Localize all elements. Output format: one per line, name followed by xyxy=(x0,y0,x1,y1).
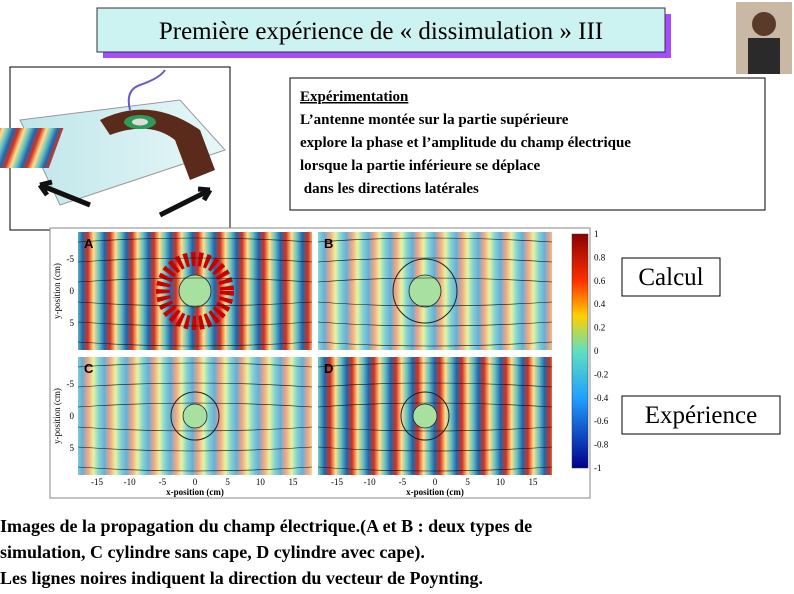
x-tick-label: -5 xyxy=(399,477,407,487)
cloak-ring xyxy=(156,252,234,330)
x-tick-label: 5 xyxy=(465,477,470,487)
cloak-ring xyxy=(170,391,220,441)
info-line: explore la phase et l’amplitude du champ… xyxy=(300,135,631,151)
label-calcul: Calcul xyxy=(638,264,703,291)
x-tick-label: 10 xyxy=(496,477,506,487)
cylinder xyxy=(408,274,442,308)
y-axis-label: y-position (cm) xyxy=(52,388,62,444)
poynting-line xyxy=(77,362,313,368)
setup-illustration xyxy=(0,66,231,231)
poynting-line xyxy=(317,277,553,283)
poynting-line xyxy=(317,446,553,452)
x-tick-label: 0 xyxy=(193,477,198,487)
x-tick-label: -10 xyxy=(124,477,136,487)
colorbar-tick-label: 0.8 xyxy=(594,252,606,262)
title-box xyxy=(96,7,666,53)
cylinder xyxy=(178,274,212,308)
poynting-line xyxy=(317,321,553,327)
poynting-line xyxy=(77,257,313,263)
portrait-photo xyxy=(736,2,792,74)
poynting-line xyxy=(77,321,313,327)
panel-letter: A xyxy=(84,236,94,251)
panel-letter: B xyxy=(324,236,333,251)
cylinder xyxy=(182,403,208,429)
poynting-line xyxy=(317,301,553,307)
x-tick-label: -10 xyxy=(364,477,376,487)
y-tick-label: 5 xyxy=(70,443,75,453)
poynting-line xyxy=(77,466,313,472)
colorbar-tick-label: 1 xyxy=(594,229,599,239)
x-tick-label: 0 xyxy=(433,477,438,487)
caption-line: simulation, C cylindre sans cape, D cyli… xyxy=(0,542,425,563)
cloak-ring xyxy=(392,258,458,324)
colorbar-tick-label: -1 xyxy=(594,463,602,473)
poynting-line xyxy=(77,446,313,452)
poynting-line xyxy=(317,257,553,263)
title: Première expérience de « dissimulation »… xyxy=(159,18,603,45)
x-axis-label: x-position (cm) xyxy=(166,487,224,497)
colorbar-tick-label: -0.4 xyxy=(594,393,609,403)
cylinder xyxy=(412,403,438,429)
info-line: lorsque la partie inférieure se déplace xyxy=(300,158,540,174)
y-tick-label: 5 xyxy=(70,318,75,328)
x-axis-label: x-position (cm) xyxy=(406,487,464,497)
label-experience: Expérience xyxy=(645,402,757,429)
poynting-line xyxy=(317,362,553,368)
poynting-line xyxy=(77,382,313,388)
poynting-line xyxy=(317,426,553,432)
poynting-line xyxy=(77,426,313,432)
info-line: dans les directions latérales xyxy=(300,181,479,197)
panel-letter: D xyxy=(324,361,333,376)
info-line: L’antenne montée sur la partie supérieur… xyxy=(300,112,569,128)
y-tick-label: 0 xyxy=(70,286,75,296)
poynting-line xyxy=(77,237,313,243)
poynting-line xyxy=(317,402,553,408)
label-box xyxy=(621,257,721,297)
x-tick-label: 15 xyxy=(289,477,299,487)
colorbar-tick-label: 0.6 xyxy=(594,276,606,286)
poynting-line xyxy=(77,277,313,283)
poynting-line xyxy=(317,382,553,388)
x-tick-label: 10 xyxy=(256,477,266,487)
poynting-line xyxy=(77,402,313,408)
panel-letter: C xyxy=(84,361,94,376)
poynting-line xyxy=(77,341,313,347)
x-tick-label: -5 xyxy=(159,477,167,487)
y-tick-label: -5 xyxy=(67,254,75,264)
colorbar-tick-label: 0.4 xyxy=(594,299,606,309)
colorbar-tick-label: -0.8 xyxy=(594,440,609,450)
y-axis-label: y-position (cm) xyxy=(52,263,62,319)
colorbar-tick-label: -0.6 xyxy=(594,416,609,426)
colorbar-tick-label: 0 xyxy=(594,346,599,356)
cloak-ring xyxy=(400,391,450,441)
poynting-line xyxy=(317,466,553,472)
y-tick-label: 0 xyxy=(70,411,75,421)
colorbar-tick-label: -0.2 xyxy=(594,369,608,379)
x-tick-label: -15 xyxy=(91,477,103,487)
info-box xyxy=(289,77,766,211)
poynting-line xyxy=(317,341,553,347)
poynting-line xyxy=(317,237,553,243)
label-box xyxy=(621,395,781,435)
y-tick-label: -5 xyxy=(67,379,75,389)
x-tick-label: 5 xyxy=(225,477,230,487)
info-heading: Expérimentation xyxy=(300,89,409,105)
colorbar xyxy=(571,233,589,469)
colorbar-tick-label: 0.2 xyxy=(594,323,605,333)
poynting-line xyxy=(77,301,313,307)
x-tick-label: -15 xyxy=(331,477,343,487)
caption-line: Les lignes noires indiquent la direction… xyxy=(0,568,483,588)
x-tick-label: 15 xyxy=(529,477,539,487)
caption-line: Images de la propagation du champ électr… xyxy=(0,516,532,537)
